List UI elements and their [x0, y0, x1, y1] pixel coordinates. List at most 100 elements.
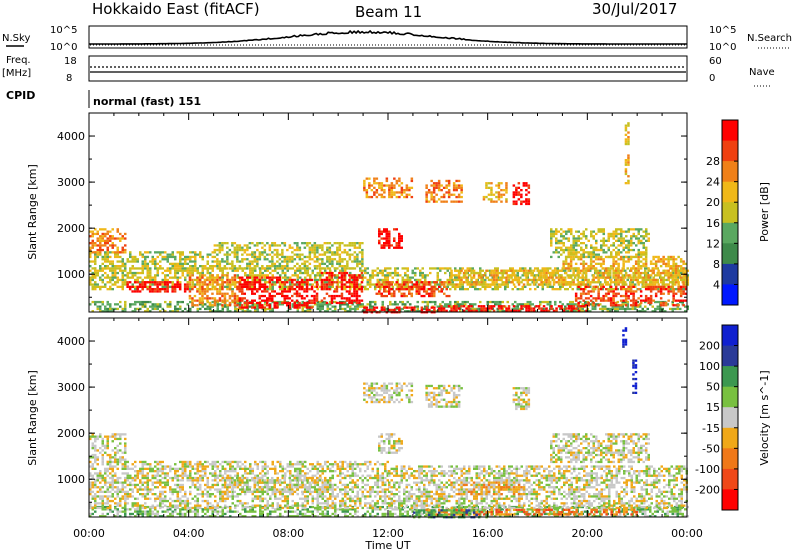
- data-cell: [336, 262, 339, 265]
- data-cell: [116, 230, 119, 233]
- data-cell: [231, 262, 234, 265]
- data-cell: [624, 260, 628, 263]
- data-cell: [388, 308, 391, 312]
- data-cell: [355, 285, 359, 288]
- data-cell: [629, 276, 633, 279]
- data-cell: [106, 248, 109, 252]
- data-cell: [323, 262, 327, 265]
- data-cell: [124, 310, 127, 313]
- data-cell: [505, 184, 508, 187]
- data-cell: [472, 309, 476, 312]
- data-cell: [644, 260, 648, 263]
- data-cell: [376, 271, 379, 275]
- data-cell: [582, 267, 585, 270]
- data-cell: [406, 283, 409, 286]
- data-cell: [615, 239, 618, 242]
- data-cell: [154, 303, 157, 306]
- data-cell: [253, 253, 257, 256]
- data-cell: [656, 281, 659, 284]
- data-cell: [549, 267, 552, 270]
- data-cell: [519, 307, 522, 311]
- data-cell: [380, 244, 383, 247]
- data-cell: [472, 283, 476, 286]
- data-cell: [436, 276, 439, 279]
- data-cell: [278, 292, 281, 295]
- data-cell: [667, 288, 670, 291]
- data-cell: [193, 299, 197, 302]
- data-cell: [592, 285, 595, 288]
- data-cell: [263, 288, 266, 291]
- data-cell: [496, 310, 499, 313]
- data-cell: [549, 307, 552, 311]
- data-cell: [236, 244, 239, 247]
- data-cell: [552, 232, 555, 236]
- data-cell: [325, 283, 329, 286]
- data-cell: [261, 283, 264, 286]
- data-cell: [183, 290, 187, 293]
- data-cell: [378, 290, 381, 293]
- data-cell: [527, 305, 531, 308]
- data-cell: [497, 307, 501, 310]
- data-cell: [634, 290, 638, 293]
- data-cell: [467, 274, 471, 277]
- data-cell: [651, 281, 654, 284]
- data-cell: [316, 300, 319, 304]
- data-cell: [363, 306, 366, 309]
- data-cell: [383, 237, 386, 240]
- data-cell: [512, 283, 516, 286]
- data-cell: [525, 307, 528, 310]
- data-cell: [206, 271, 209, 275]
- data-cell: [662, 292, 665, 295]
- data-cell: [340, 292, 344, 295]
- data-cell: [156, 303, 159, 306]
- data-cell: [149, 274, 152, 277]
- data-cell: [201, 301, 204, 305]
- data-cell: [379, 271, 382, 275]
- data-cell: [271, 307, 274, 311]
- data-cell: [425, 191, 428, 194]
- data-cell: [256, 262, 259, 265]
- data-cell: [325, 276, 329, 279]
- data-cell: [141, 255, 144, 259]
- data-cell: [415, 288, 418, 291]
- data-cell: [99, 242, 102, 245]
- data-cell: [124, 251, 127, 254]
- data-cell: [600, 246, 603, 249]
- data-cell: [324, 310, 327, 313]
- data-cell: [499, 276, 502, 279]
- data-cell: [396, 285, 399, 288]
- data-cell: [408, 292, 411, 295]
- data-cell: [99, 244, 102, 247]
- data-cell: [198, 292, 202, 295]
- data-cell: [281, 294, 284, 298]
- data-cell: [461, 288, 464, 291]
- data-cell: [308, 262, 312, 265]
- data-cell: [582, 305, 586, 308]
- freq-unit-label: [MHz]: [2, 68, 31, 79]
- data-cell: [189, 285, 192, 288]
- data-cell: [343, 283, 346, 286]
- data-cell: [602, 297, 605, 300]
- data-cell: [94, 253, 97, 256]
- data-cell: [537, 271, 541, 275]
- data-cell: [527, 309, 531, 312]
- data-cell: [149, 310, 152, 313]
- data-cell: [427, 191, 431, 194]
- data-cell: [515, 269, 518, 272]
- data-cell: [186, 255, 189, 259]
- data-cell: [211, 267, 214, 270]
- data-cell: [627, 179, 630, 182]
- data-cell: [677, 281, 680, 284]
- data-cell: [649, 299, 653, 302]
- data-cell: [490, 278, 493, 282]
- data-cell: [570, 253, 573, 256]
- data-cell: [198, 297, 202, 300]
- data-cell: [612, 265, 615, 268]
- data-cell: [385, 290, 388, 293]
- data-cell: [296, 267, 299, 270]
- data-cell: [575, 244, 578, 247]
- data-cell: [425, 281, 428, 284]
- data-cell: [149, 278, 152, 282]
- data-cell: [621, 276, 624, 279]
- data-cell: [263, 306, 266, 309]
